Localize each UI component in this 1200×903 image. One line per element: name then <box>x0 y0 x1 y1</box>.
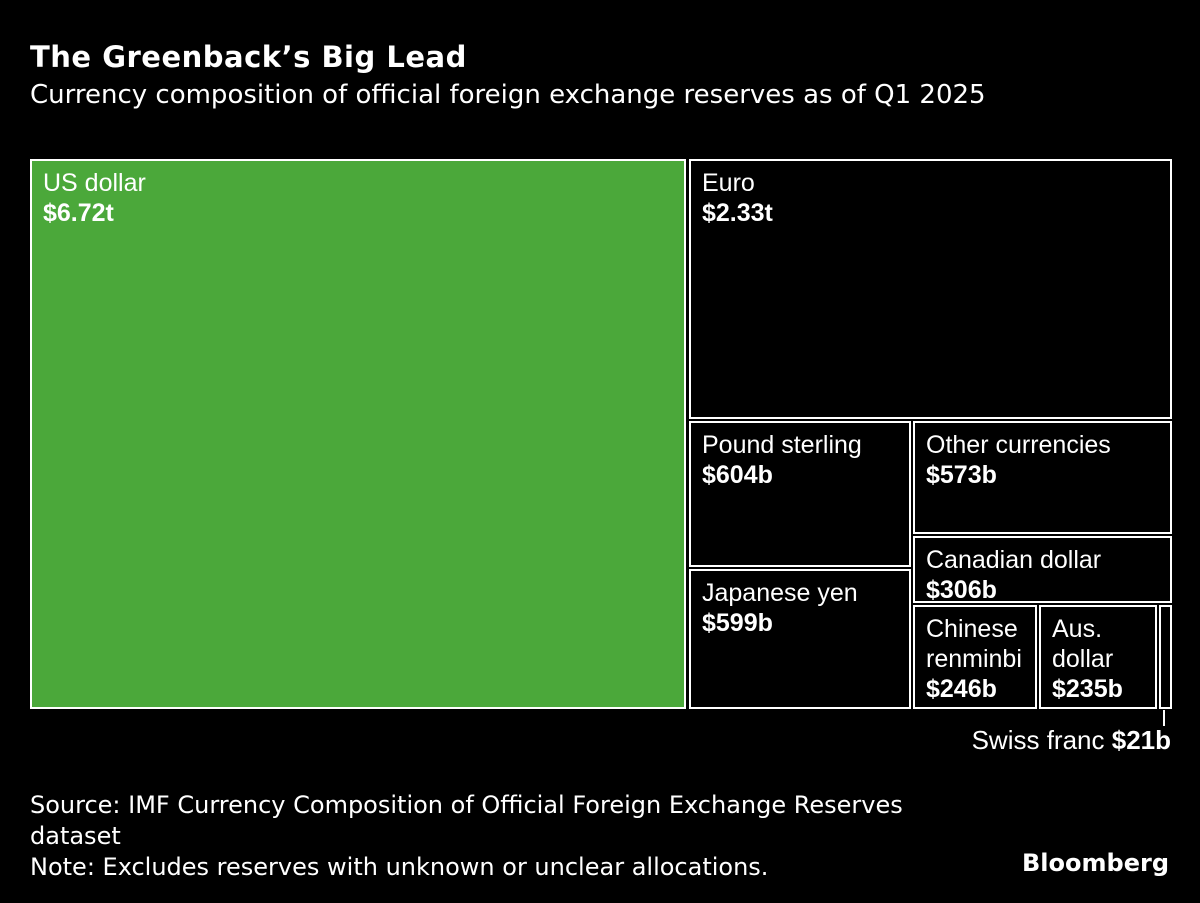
treemap-tile-euro: Euro $2.33t <box>689 159 1172 419</box>
tile-label: Aus. dollar <box>1052 615 1114 673</box>
tile-label: Euro <box>702 169 755 197</box>
treemap-tile-swiss-franc <box>1159 605 1172 709</box>
treemap-tile-other-currencies: Other currencies $573b <box>913 421 1172 534</box>
tile-value: $599b <box>702 609 773 637</box>
chart-title: The Greenback’s Big Lead <box>30 40 467 74</box>
treemap-tile-canadian-dollar: Canadian dollar $306b <box>913 536 1172 603</box>
callout-space <box>1105 725 1112 755</box>
tile-value: $306b <box>926 576 997 603</box>
tile-label: US dollar <box>43 169 146 197</box>
tile-value: $6.72t <box>43 199 114 227</box>
treemap-tile-us-dollar: US dollar $6.72t <box>30 159 686 709</box>
tile-label: Canadian dollar <box>926 546 1102 574</box>
source-text: Source: IMF Currency Composition of Offi… <box>30 791 903 850</box>
tile-value: $246b <box>926 675 997 703</box>
treemap-tile-japanese-yen: Japanese yen $599b <box>689 569 911 709</box>
chart-subtitle: Currency composition of official foreign… <box>30 80 986 110</box>
tile-label: Chinese renminbi <box>926 615 1022 673</box>
swiss-franc-callout-label: Swiss franc $21b <box>972 724 1171 756</box>
note-text: Note: Excludes reserves with unknown or … <box>30 853 769 881</box>
tile-value: $235b <box>1052 675 1123 703</box>
tile-value: $2.33t <box>702 199 773 227</box>
treemap-tile-pound-sterling: Pound sterling $604b <box>689 421 911 567</box>
tile-label: Pound sterling <box>702 431 862 459</box>
treemap-tile-aus-dollar: Aus. dollar $235b <box>1039 605 1157 709</box>
tile-value: $573b <box>926 461 997 489</box>
callout-currency-value: $21b <box>1111 725 1171 755</box>
tile-label: Other currencies <box>926 431 1111 459</box>
bloomberg-logo: Bloomberg <box>1022 849 1169 877</box>
tile-label: Japanese yen <box>702 579 858 607</box>
treemap-tile-chinese-renminbi: Chinese renminbi $246b <box>913 605 1037 709</box>
tile-value: $604b <box>702 461 773 489</box>
swiss-franc-callout-line <box>1163 710 1165 726</box>
callout-currency-name: Swiss franc <box>971 725 1105 755</box>
